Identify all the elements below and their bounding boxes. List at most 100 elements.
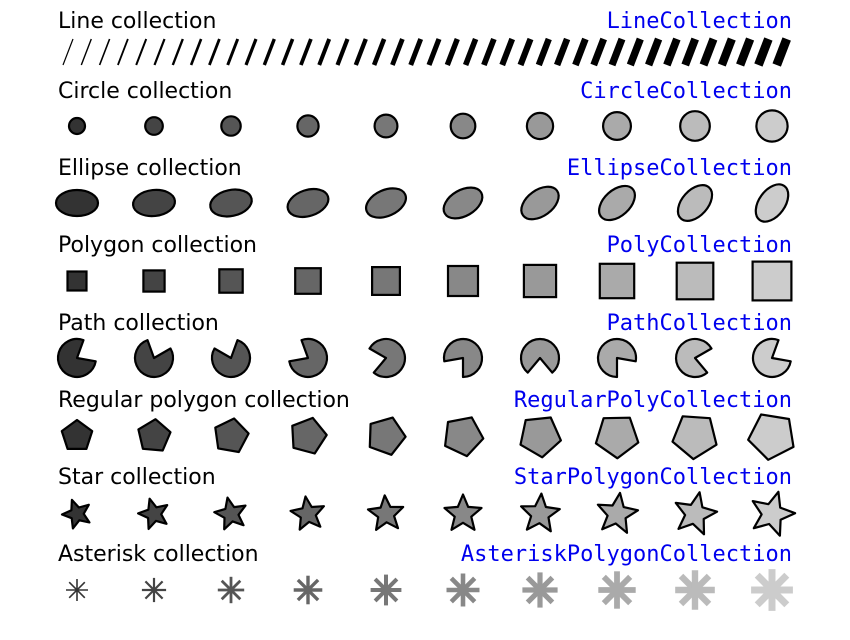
- star-marker: [596, 491, 640, 534]
- pie-marker: [674, 337, 713, 379]
- pentagon-marker: [594, 416, 640, 460]
- asterisk-stroke: [373, 577, 399, 603]
- asterisk-stroke: [525, 575, 555, 605]
- label-asterisk: Asterisk collection: [58, 542, 259, 567]
- line-mark: [189, 38, 203, 66]
- ellipse-marker: [286, 187, 330, 219]
- line-mark: [699, 37, 718, 67]
- line-mark: [517, 37, 534, 67]
- pie-marker: [368, 337, 407, 379]
- line-mark: [608, 37, 626, 67]
- label-star: Star collection: [58, 465, 216, 490]
- asterisk-stroke: [601, 574, 633, 606]
- ellipse-marker: [754, 183, 790, 223]
- pentagon-marker: [747, 413, 795, 461]
- circle-marker: [144, 116, 164, 136]
- star-marker: [674, 491, 719, 536]
- square-marker: [675, 261, 715, 301]
- class-line: LineCollection: [606, 9, 792, 34]
- star-marker: [60, 498, 91, 530]
- asterisk-stroke: [144, 580, 164, 600]
- square-marker: [446, 264, 480, 298]
- square-marker: [66, 270, 88, 292]
- pentagon-marker: [444, 416, 485, 458]
- square-marker: [371, 266, 402, 297]
- square-marker: [598, 262, 636, 300]
- line-mark: [80, 38, 92, 66]
- class-asterisk: AsteriskPolygonCollection: [460, 542, 792, 567]
- line-mark: [299, 38, 313, 66]
- class-polygon: PolyCollection: [606, 233, 792, 258]
- pentagon-marker: [214, 417, 250, 454]
- line-mark: [772, 37, 791, 67]
- line-mark: [317, 38, 332, 66]
- line-mark: [171, 38, 184, 66]
- line-mark: [554, 37, 571, 67]
- pentagon-marker: [368, 416, 407, 456]
- line-mark: [572, 37, 589, 67]
- pentagon-marker: [137, 418, 172, 452]
- asterisk-stroke: [296, 578, 320, 602]
- star-marker: [443, 493, 483, 531]
- ellipse-marker: [365, 187, 407, 219]
- ellipse-marker: [131, 188, 177, 218]
- square-marker: [522, 263, 558, 299]
- line-mark: [736, 37, 755, 67]
- line-mark: [226, 38, 240, 66]
- circle-marker: [525, 111, 555, 141]
- circle-marker: [373, 113, 399, 139]
- ellipse-marker: [54, 188, 100, 218]
- asterisk-stroke: [220, 579, 242, 601]
- circle-marker: [296, 114, 320, 138]
- line-mark: [62, 38, 74, 66]
- label-polygon: Polygon collection: [58, 233, 257, 258]
- pie-marker: [442, 337, 484, 379]
- pentagon-marker: [671, 415, 718, 461]
- pentagon-marker: [519, 416, 563, 459]
- line-mark: [117, 38, 129, 66]
- circle-marker: [449, 112, 477, 140]
- pentagon-marker: [291, 416, 328, 455]
- line-mark: [499, 37, 516, 67]
- pie-marker: [596, 337, 638, 379]
- label-line: Line collection: [58, 9, 217, 34]
- asterisk-stroke: [754, 572, 790, 608]
- class-path: PathCollection: [606, 311, 792, 336]
- ellipse-marker: [209, 188, 253, 218]
- star-marker: [213, 496, 247, 531]
- line-mark: [663, 37, 681, 67]
- pie-marker: [56, 337, 97, 378]
- line-mark: [135, 38, 148, 66]
- circle-marker: [67, 116, 87, 136]
- circle-marker: [679, 110, 711, 142]
- asterisk-stroke: [68, 581, 86, 599]
- ellipse-marker: [598, 184, 636, 222]
- pie-marker: [519, 337, 561, 374]
- pentagon-marker: [60, 418, 94, 450]
- star-marker: [137, 497, 169, 531]
- pie-marker: [210, 339, 252, 379]
- star-marker: [751, 490, 797, 537]
- ellipse-marker: [676, 184, 714, 222]
- class-star: StarPolygonCollection: [513, 465, 792, 490]
- line-mark: [590, 37, 607, 67]
- line-mark: [371, 38, 387, 66]
- label-regular-polygon: Regular polygon collection: [58, 388, 350, 413]
- line-mark: [335, 38, 350, 66]
- circle-marker: [601, 110, 632, 141]
- class-circle: CircleCollection: [580, 79, 792, 104]
- line-mark: [408, 38, 424, 66]
- line-mark: [462, 37, 479, 67]
- class-ellipse: EllipseCollection: [566, 156, 792, 181]
- square-marker: [142, 269, 166, 293]
- line-mark: [262, 38, 276, 66]
- line-mark: [98, 38, 111, 66]
- label-circle: Circle collection: [58, 79, 233, 104]
- star-marker: [289, 495, 325, 531]
- line-mark: [481, 37, 497, 67]
- square-marker: [294, 267, 322, 295]
- line-mark: [626, 37, 644, 67]
- line-mark: [444, 38, 460, 66]
- pie-marker: [133, 339, 175, 379]
